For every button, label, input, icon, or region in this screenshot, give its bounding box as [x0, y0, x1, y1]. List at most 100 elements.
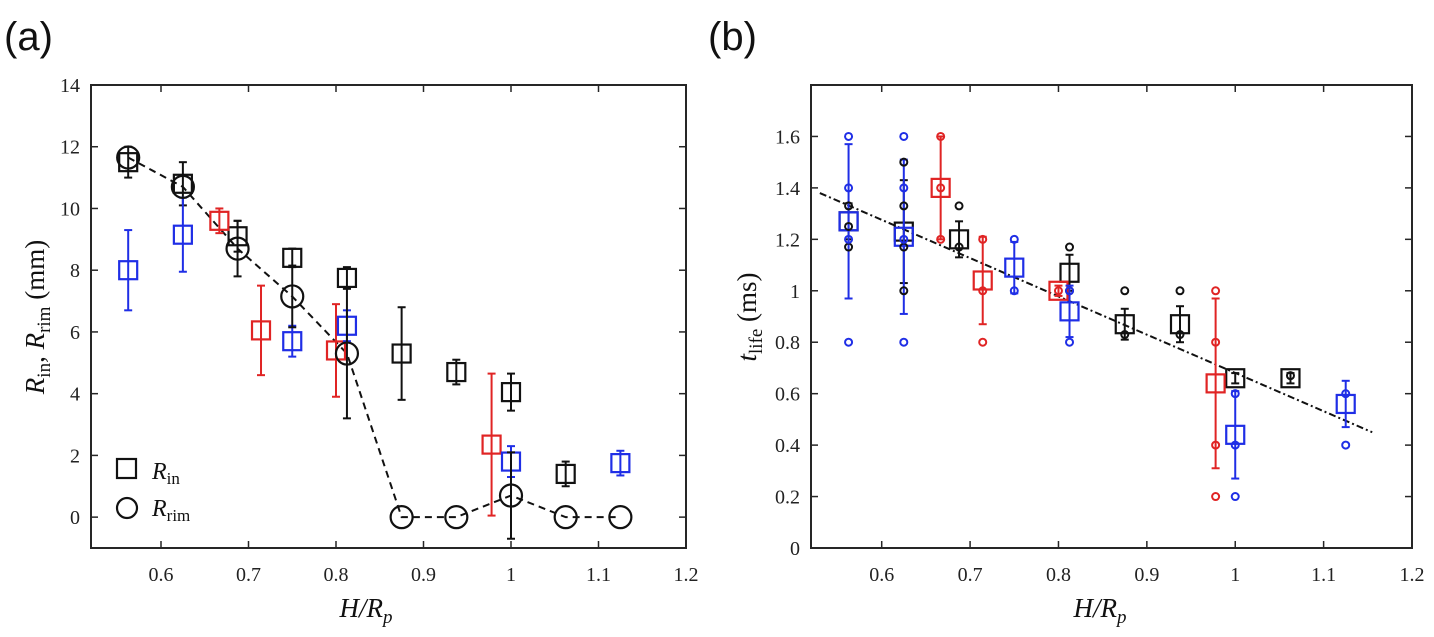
a-square-marker: [555, 463, 576, 485]
a-dashed-trend-line: [127, 156, 621, 519]
b-square-marker: [1004, 257, 1025, 278]
b-sample-dot: [1230, 440, 1240, 450]
b-square-marker: [893, 226, 914, 247]
b-sample-dot: [1211, 337, 1221, 347]
b-square-marker: [1225, 424, 1246, 445]
a-circle-marker: [553, 505, 578, 530]
a-xtick-label: 1.2: [674, 564, 699, 586]
a-square-marker: [325, 340, 347, 361]
b-sample-dot: [1211, 440, 1221, 450]
b-square-marker: [1048, 280, 1069, 301]
b-sample-dot: [899, 157, 909, 167]
a-ytick-label: 14: [60, 75, 80, 97]
b-sample-dot: [1009, 234, 1019, 244]
a-xtick-label: 0.6: [149, 564, 174, 586]
a-ytick-label: 4: [70, 384, 80, 406]
b-sample-dot: [936, 131, 946, 141]
b-square-marker: [1205, 373, 1226, 394]
b-sample-dot: [844, 131, 854, 141]
b-ytick-label: 1.6: [775, 126, 800, 148]
b-sample-dot: [936, 183, 946, 193]
b-xtick-label: 0.7: [958, 564, 983, 586]
b-sample-dot: [1120, 286, 1130, 296]
b-square-marker: [1059, 262, 1080, 283]
a-ytick-label: 8: [70, 260, 80, 282]
legend-rrim-label: Rrim: [151, 496, 190, 525]
b-sample-dot: [899, 201, 909, 211]
b-square-marker: [930, 177, 951, 198]
b-square-marker: [1225, 368, 1246, 389]
b-sample-dot: [844, 234, 854, 244]
b-xtick-label: 1.2: [1400, 564, 1425, 586]
b-square-marker: [1114, 314, 1135, 335]
b-sample-dot: [1211, 286, 1221, 296]
a-square-marker: [209, 210, 230, 231]
b-sample-dot: [954, 242, 964, 252]
b-xtick-label: 1: [1230, 564, 1240, 586]
b-sample-dot: [899, 234, 909, 244]
a-xtick-label: 0.7: [236, 564, 261, 586]
panel-b-ylabel: tlife (ms): [732, 272, 767, 361]
panel-b-label: (b): [708, 15, 757, 59]
b-square-marker: [1335, 393, 1356, 415]
panel-a-xlabel: H/Rp: [339, 593, 393, 628]
b-fit-line: [819, 192, 1373, 434]
b-sample-dot: [899, 337, 909, 347]
b-sample-dot: [978, 337, 988, 347]
a-circle-marker: [334, 341, 360, 366]
a-square-marker: [172, 224, 193, 245]
b-sample-dot: [936, 234, 946, 244]
legend-circle-marker: [115, 496, 139, 520]
a-ytick-label: 6: [70, 322, 80, 344]
a-square-marker: [118, 260, 139, 281]
a-square-marker: [250, 320, 272, 341]
a-circle-marker: [389, 505, 414, 530]
b-sample-dot: [844, 337, 854, 347]
a-xtick-label: 0.8: [324, 564, 349, 586]
panel-a-axes-frame: [90, 84, 687, 549]
a-circle-marker: [608, 505, 633, 530]
panel-a-legend: Rin Rrim: [115, 457, 190, 525]
panel-b-axes-frame: [810, 84, 1413, 549]
a-square-marker: [446, 361, 467, 383]
b-ytick-label: 1.2: [775, 229, 800, 251]
b-sample-dot: [1341, 389, 1351, 399]
b-sample-dot: [844, 201, 854, 211]
a-square-marker: [610, 453, 631, 474]
b-square-marker: [948, 229, 970, 250]
panel-a-plot-area: [116, 145, 633, 540]
b-ytick-label: 0.8: [775, 332, 800, 354]
b-sample-dot: [844, 221, 854, 231]
a-circle-marker: [225, 236, 250, 261]
b-ytick-label: 1: [790, 281, 800, 303]
b-sample-dot: [1230, 492, 1240, 502]
b-square-marker: [1169, 314, 1191, 335]
a-ytick-label: 12: [60, 137, 80, 159]
panel-b-xlabel: H/Rp: [1073, 593, 1127, 628]
panel-a: (a) 0.6 0.7 0.8 0.9 1 1.1 1.2 0 2 4 6 8 10 12 14 Rin, …: [4, 15, 699, 628]
b-xtick-label: 0.8: [1046, 564, 1071, 586]
legend-square-marker: [115, 457, 138, 480]
b-sample-dot: [978, 234, 988, 244]
a-square-marker: [500, 382, 522, 403]
panel-a-ticks: 0.6 0.7 0.8 0.9 1 1.1 1.2 0 2 4 6 8 10 12 14: [60, 75, 699, 586]
b-sample-dot: [1065, 286, 1075, 296]
b-square-marker: [972, 270, 993, 291]
panel-a-label: (a): [4, 15, 53, 59]
a-ytick-label: 0: [70, 507, 80, 529]
b-ytick-label: 0: [790, 538, 800, 560]
b-sample-dot: [1211, 492, 1221, 502]
a-circle-marker: [444, 505, 469, 530]
b-sample-dot: [1009, 286, 1019, 296]
b-sample-dot: [978, 286, 988, 296]
b-sample-dot: [899, 286, 909, 296]
a-ytick-label: 10: [60, 198, 80, 220]
a-xtick-label: 1: [506, 564, 516, 586]
panel-a-ylabel: Rin, Rrim (mm): [20, 240, 55, 395]
b-sample-dot: [899, 131, 909, 141]
b-ytick-label: 0.4: [775, 435, 800, 457]
a-xtick-label: 0.9: [411, 564, 436, 586]
a-square-marker: [481, 434, 502, 455]
b-square-marker: [1059, 301, 1080, 322]
